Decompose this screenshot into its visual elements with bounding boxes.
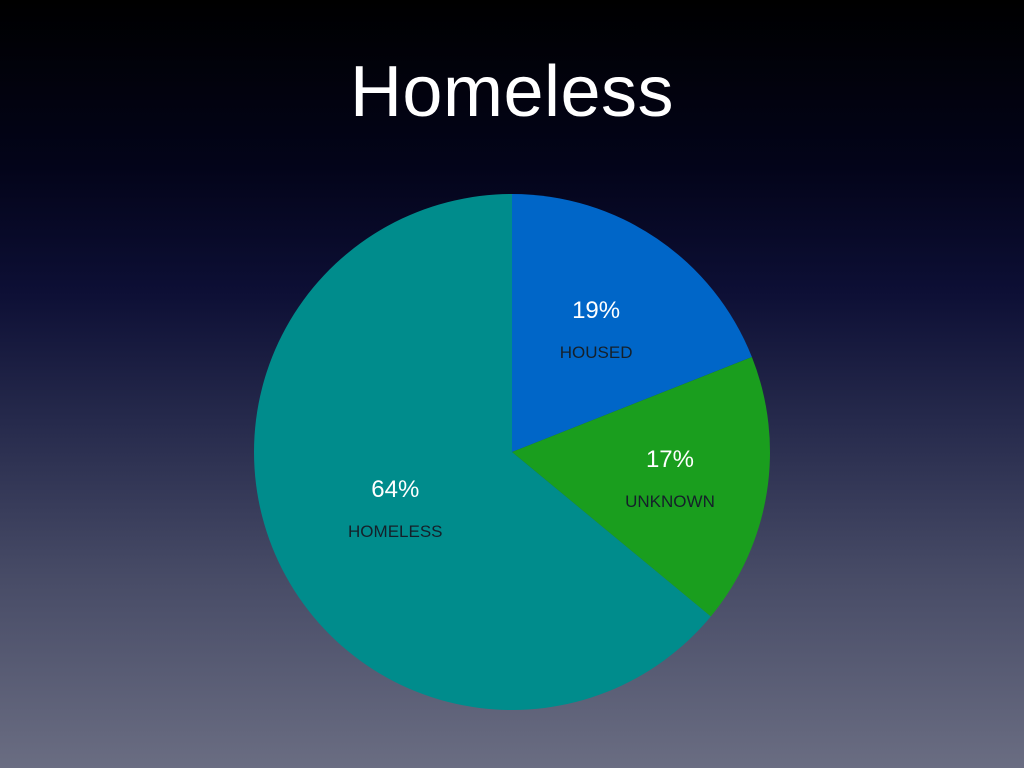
pie-labels: 19% HOUSED 17% UNKNOWN 64% HOMELESS	[348, 297, 715, 541]
pie-slice-label-unknown: UNKNOWN	[625, 492, 715, 511]
pie-slice-percent-unknown: 17%	[646, 446, 694, 473]
pie-slice-unknown	[512, 357, 770, 617]
pie-slice-label-housed: HOUSED	[560, 343, 633, 362]
pie-slice-percent-housed: 19%	[572, 297, 620, 324]
pie-slice-label-homeless: HOMELESS	[348, 522, 442, 541]
slide-title: Homeless	[349, 52, 675, 132]
pie-slice-percent-homeless: 64%	[371, 476, 419, 503]
pie-slices	[253, 194, 770, 711]
pie-slice-housed	[512, 194, 752, 452]
pie-slice-homeless	[253, 194, 711, 711]
